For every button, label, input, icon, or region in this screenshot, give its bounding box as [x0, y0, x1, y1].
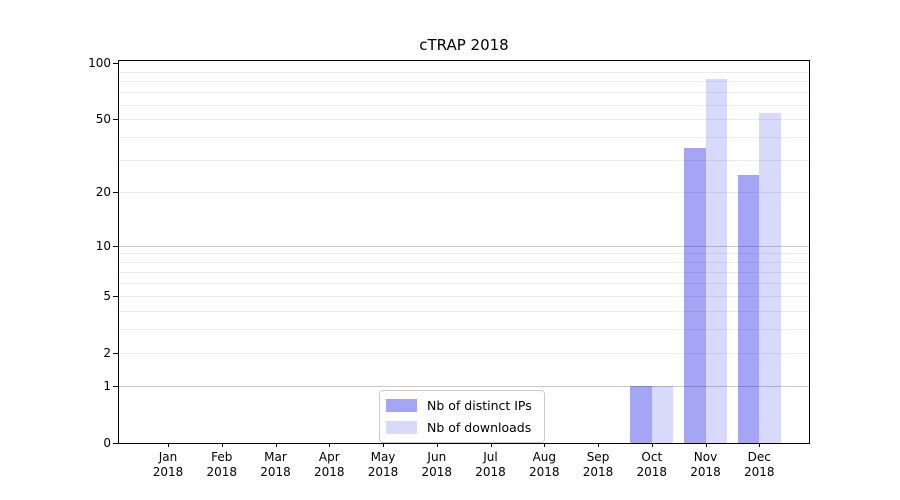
gridline-major [119, 245, 809, 247]
bar-downloads-dec [759, 113, 781, 443]
plot-area: Nb of distinct IPs Nb of downloads 0 1 2 5 1… [88, 56, 810, 479]
y-tick [113, 352, 118, 354]
gridline-minor [119, 160, 809, 162]
gridline-minor [119, 192, 809, 194]
gridline-minor [119, 262, 809, 264]
y-tick-label: 100 [88, 56, 111, 70]
gridline-minor [119, 352, 809, 354]
x-tick-label: Feb 2018 [206, 450, 238, 479]
gridline-minor [119, 295, 809, 297]
x-tick [168, 443, 169, 447]
gridline-major [119, 385, 809, 387]
y-tick-label: 20 [95, 185, 111, 200]
x-tick-label: Jan 2018 [152, 450, 184, 479]
x-tick-label: Mar 2018 [260, 450, 291, 479]
y-tick-label: 0 [103, 436, 111, 450]
bar-distinct-ips-oct [630, 385, 652, 443]
x-tick-label: Oct 2018 [636, 450, 668, 479]
gridline-minor [119, 104, 809, 106]
y-tick [113, 385, 118, 387]
gridline-minor [119, 271, 809, 273]
y-tick-label: 10 [95, 238, 111, 253]
legend-label-downloads: Nb of downloads [427, 420, 532, 435]
legend-row-downloads: Nb of downloads [386, 420, 532, 435]
gridline-minor [119, 328, 809, 330]
y-tick [113, 295, 118, 297]
gridline-minor [119, 71, 809, 73]
x-tick-label: Sep 2018 [582, 450, 614, 479]
x-tick-label: Jun 2018 [421, 450, 453, 479]
x-tick [705, 443, 707, 447]
gridline-minor [119, 81, 809, 83]
y-tick [113, 245, 118, 247]
gridline-minor [119, 119, 809, 121]
bar-distinct-ips-dec [737, 174, 760, 443]
y-tick-label: 1 [103, 378, 111, 393]
chart-title: cTRAP 2018 [419, 36, 509, 54]
y-tick [113, 119, 118, 121]
legend-swatch-distinct-ips-icon [386, 399, 417, 412]
x-tick-label: Apr 2018 [314, 450, 345, 479]
legend-row-distinct-ips: Nb of distinct IPs [386, 398, 532, 413]
y-tick-label: 50 [95, 112, 111, 127]
y-tick-label: 5 [103, 288, 111, 303]
legend-swatch-downloads-icon [386, 421, 417, 434]
gridline-minor [119, 92, 809, 93]
x-tick-label: May 2018 [367, 450, 399, 479]
gridline-minor [119, 137, 809, 139]
x-tick-label: Jul 2018 [475, 450, 506, 479]
x-tick [544, 443, 546, 447]
y-tick [113, 192, 118, 194]
x-tick-label: Nov 2018 [690, 450, 721, 479]
gridline-minor [119, 282, 809, 284]
x-tick [598, 443, 599, 447]
x-tick [275, 443, 277, 447]
x-tick [490, 443, 492, 447]
x-tick [759, 443, 761, 447]
gridline-minor [119, 310, 809, 312]
y-tick [113, 63, 118, 64]
y-tick [113, 443, 118, 444]
x-tick [329, 443, 331, 447]
x-tick-label: Dec 2018 [744, 450, 775, 479]
x-tick [651, 443, 653, 447]
x-tick-label: Aug 2018 [529, 450, 560, 479]
legend: Nb of distinct IPs Nb of downloads [379, 390, 545, 443]
x-tick [221, 443, 223, 447]
x-tick [436, 443, 438, 447]
legend-label-distinct-ips: Nb of distinct IPs [427, 398, 532, 413]
bar-distinct-ips-nov [684, 147, 706, 443]
gridline-minor [119, 253, 809, 255]
bar-downloads-oct [651, 385, 674, 443]
y-tick-label: 2 [103, 345, 111, 360]
bar-downloads-nov [705, 79, 727, 443]
x-tick [383, 443, 384, 447]
